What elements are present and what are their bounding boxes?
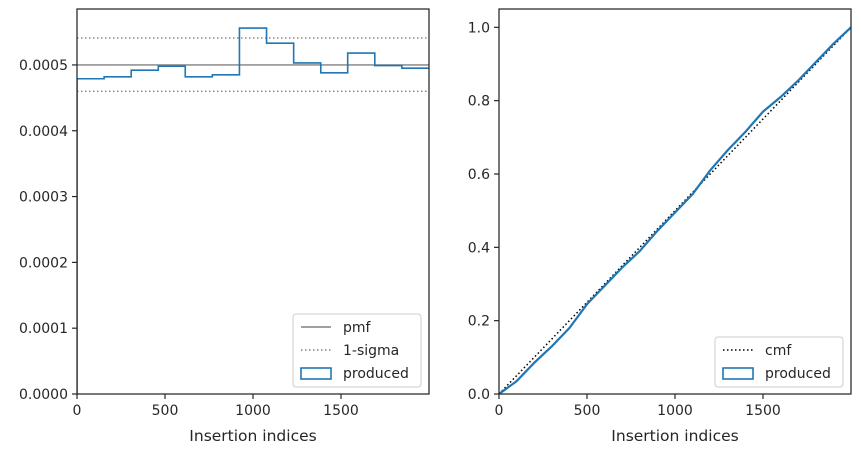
legend-item: pmf bbox=[301, 320, 372, 336]
legend-label: 1-sigma bbox=[343, 343, 399, 359]
legend-label: pmf bbox=[343, 320, 372, 336]
y-tick-label: 0.2 bbox=[468, 314, 490, 330]
legend-handle-patch bbox=[722, 367, 754, 380]
x-tick-label: 1000 bbox=[657, 403, 693, 419]
x-tick-label: 500 bbox=[574, 403, 601, 419]
left-panel-pmf-histogram: 0 500 1000 1500 0.0000 0.0001 0.0002 0.0003 0.00… bbox=[19, 8, 430, 445]
legend-item: 1-sigma bbox=[301, 343, 399, 359]
cmf-line bbox=[499, 26, 851, 394]
x-tick-label: 0 bbox=[495, 403, 504, 419]
y-tick-label: 0.4 bbox=[468, 240, 490, 256]
axes-frame bbox=[498, 8, 852, 395]
y-tick-label: 0.0 bbox=[468, 387, 490, 403]
x-tick-label: 1000 bbox=[235, 403, 271, 419]
right-panel-cmf-line: 0 500 1000 1500 0.0 0.2 0.4 0.6 0.8 1.0 Insertion … bbox=[468, 8, 852, 445]
y-tick-label: 0.0002 bbox=[19, 255, 68, 271]
x-tick-label: 1500 bbox=[323, 403, 359, 419]
legend-item: produced bbox=[722, 366, 831, 382]
y-tick-label: 0.6 bbox=[468, 167, 490, 183]
produced-cumulative-line bbox=[499, 26, 851, 394]
legend: pmf 1-sigma produced bbox=[292, 313, 422, 388]
legend-label: cmf bbox=[765, 343, 792, 359]
y-tick-label: 0.8 bbox=[468, 94, 490, 110]
x-axis-label: Insertion indices bbox=[611, 427, 738, 445]
x-axis-label: Insertion indices bbox=[189, 427, 316, 445]
legend: cmf produced bbox=[714, 336, 844, 388]
plot-area bbox=[77, 27, 429, 394]
plot-area bbox=[499, 26, 851, 394]
x-tick-label: 1500 bbox=[745, 403, 781, 419]
y-tick-label: 1.0 bbox=[468, 20, 490, 36]
legend-handle-patch bbox=[300, 367, 332, 380]
legend-label: produced bbox=[765, 366, 831, 382]
y-tick-label: 0.0001 bbox=[19, 321, 68, 337]
y-tick-label: 0.0005 bbox=[19, 58, 68, 74]
y-tick-label: 0.0004 bbox=[19, 124, 68, 140]
legend-label: produced bbox=[343, 366, 409, 382]
legend-item: produced bbox=[300, 366, 409, 382]
x-tick-label: 0 bbox=[73, 403, 82, 419]
y-tick-label: 0.0000 bbox=[19, 387, 68, 403]
produced-histogram-step bbox=[77, 27, 429, 394]
x-tick-label: 500 bbox=[152, 403, 179, 419]
y-tick-label: 0.0003 bbox=[19, 190, 68, 206]
legend-item: cmf bbox=[723, 343, 792, 359]
